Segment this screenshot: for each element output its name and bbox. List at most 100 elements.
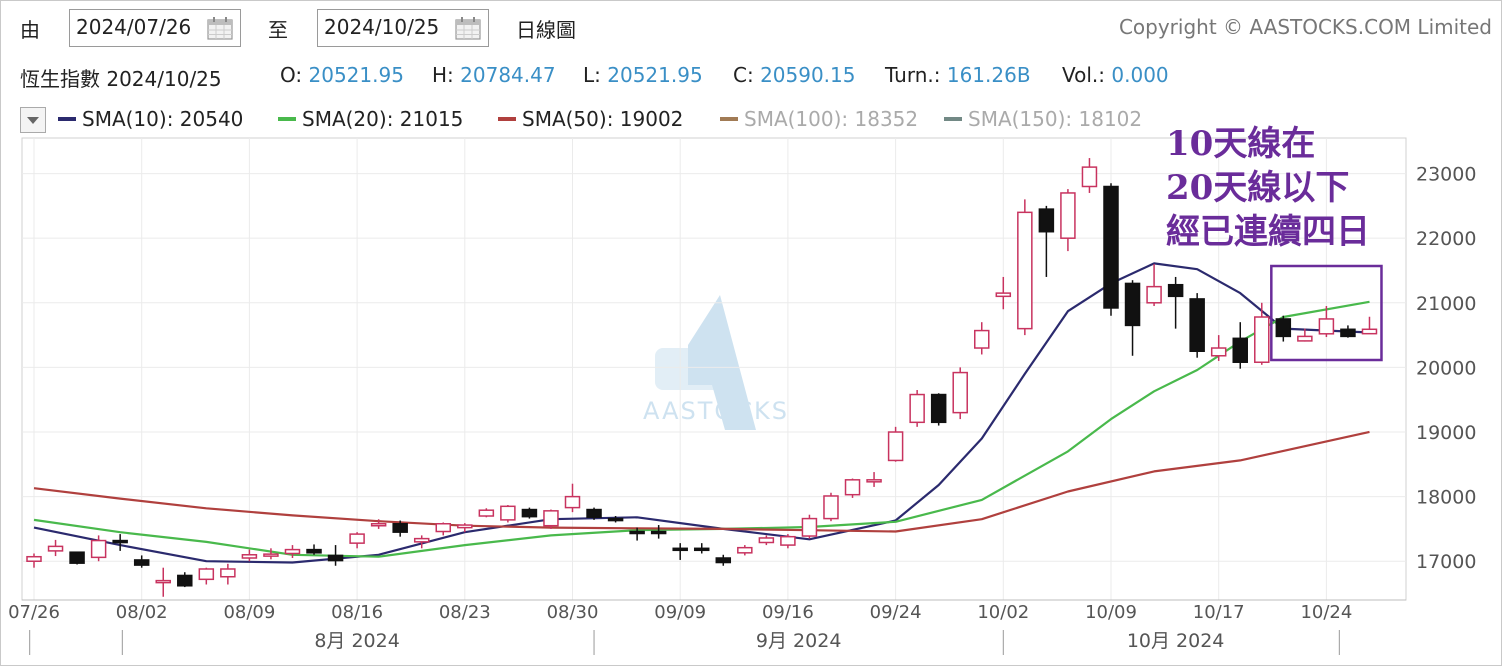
candle: [1361, 316, 1378, 335]
index-name: 恆生指數: [20, 67, 100, 91]
month-label: 9月 2024: [756, 630, 841, 652]
candle: [715, 554, 732, 566]
y-tick-label: 17000: [1416, 551, 1476, 573]
candle-body: [780, 535, 796, 546]
x-tick-label: 10/02: [977, 602, 1029, 623]
candle-body: [1124, 282, 1141, 327]
candle-body: [1361, 328, 1378, 335]
calendar-icon[interactable]: [454, 16, 482, 40]
highlight-box: [1270, 264, 1383, 362]
legend-sma20[interactable]: SMA(20): 21015: [278, 107, 463, 131]
candle-body: [629, 530, 645, 535]
candle-body: [1210, 347, 1227, 357]
candle-body: [263, 553, 279, 557]
candle-body: [1017, 211, 1033, 330]
sma10-line: [33, 262, 1370, 564]
candle: [1124, 280, 1141, 356]
candle: [737, 545, 753, 556]
candle: [1038, 205, 1055, 277]
candle: [543, 509, 559, 529]
candle: [413, 535, 430, 549]
candle-body: [995, 292, 1012, 298]
candle-body: [133, 559, 150, 566]
candle: [801, 514, 818, 539]
candle-body: [392, 523, 408, 533]
legend-sma150[interactable]: SMA(150): 18102: [944, 107, 1142, 131]
x-tick-label: 09/16: [762, 602, 814, 623]
x-tick-label: 10/09: [1085, 602, 1137, 623]
candle: [112, 534, 128, 551]
legend-sma10[interactable]: SMA(10): 20540: [58, 107, 243, 131]
candle: [650, 525, 667, 539]
candle: [26, 553, 42, 568]
candle: [1017, 199, 1033, 336]
candle-body: [112, 539, 128, 544]
candle: [69, 551, 85, 565]
candle: [90, 535, 107, 562]
candle: [1318, 306, 1335, 338]
sma20-swatch: [278, 116, 296, 121]
annotation-line: 10天線在: [1166, 124, 1316, 164]
candle: [1167, 276, 1184, 329]
low-value: 20521.95: [607, 63, 703, 87]
candle: [909, 390, 925, 427]
candle-body: [327, 554, 344, 562]
candle: [349, 532, 365, 549]
quote-date: 2024/10/25: [106, 67, 222, 91]
sma10-swatch: [58, 116, 76, 121]
candle-body: [284, 548, 301, 555]
to-label: 至: [268, 18, 288, 42]
close-value: 20590.15: [760, 63, 856, 87]
candle-body: [607, 517, 624, 522]
candle-body: [1318, 318, 1335, 335]
candle: [823, 492, 839, 522]
from-date-input[interactable]: 2024/07/26: [69, 9, 241, 47]
candle: [758, 535, 775, 546]
candle: [457, 523, 473, 533]
candle-body: [241, 554, 258, 559]
candle-body: [672, 547, 688, 552]
candle: [1232, 322, 1248, 369]
volume-stat: Vol.: 0.000: [1062, 63, 1169, 87]
candle: [327, 545, 344, 566]
candle: [1060, 189, 1076, 252]
x-tick-label: 10/17: [1193, 602, 1245, 623]
candle: [133, 555, 150, 568]
indicator-dropdown-button[interactable]: [20, 107, 46, 133]
candle-body: [413, 537, 430, 543]
x-tick-label: 08/23: [439, 602, 491, 623]
turnover-value: 161.26B: [946, 63, 1031, 87]
calendar-icon[interactable]: [206, 16, 234, 40]
candle-body: [866, 479, 882, 483]
candle: [500, 505, 516, 523]
candle: [780, 534, 796, 549]
candle-body: [586, 508, 602, 519]
candle: [866, 472, 882, 487]
candle-body: [1232, 337, 1248, 363]
legend-sma50[interactable]: SMA(50): 19002: [498, 107, 683, 131]
y-tick-label: 18000: [1416, 487, 1476, 509]
candle-body: [844, 479, 861, 496]
close-stat: C: 20590.15: [733, 63, 856, 87]
month-label: 10月 2024: [1127, 630, 1225, 652]
chart-mode-selector[interactable]: 日線圖: [516, 18, 576, 42]
turnover-stat: Turn.: 161.26B: [885, 63, 1031, 87]
candle: [995, 276, 1012, 310]
candle-body: [155, 579, 171, 584]
legend-sma100[interactable]: SMA(100): 18352: [720, 107, 918, 131]
from-date-value: 2024/07/26: [76, 15, 192, 39]
to-date-input[interactable]: 2024/10/25: [317, 9, 489, 47]
open-label: O:: [280, 63, 303, 87]
candle-body: [715, 557, 732, 564]
candle-body: [521, 508, 538, 518]
candle: [607, 516, 624, 523]
sma50-swatch: [498, 116, 516, 121]
candle: [1081, 158, 1098, 193]
candle: [263, 548, 279, 560]
candle: [693, 543, 710, 554]
sma150-swatch: [944, 116, 962, 121]
candle-body: [220, 568, 236, 578]
y-tick-label: 19000: [1416, 422, 1476, 444]
candle-body: [349, 533, 365, 544]
